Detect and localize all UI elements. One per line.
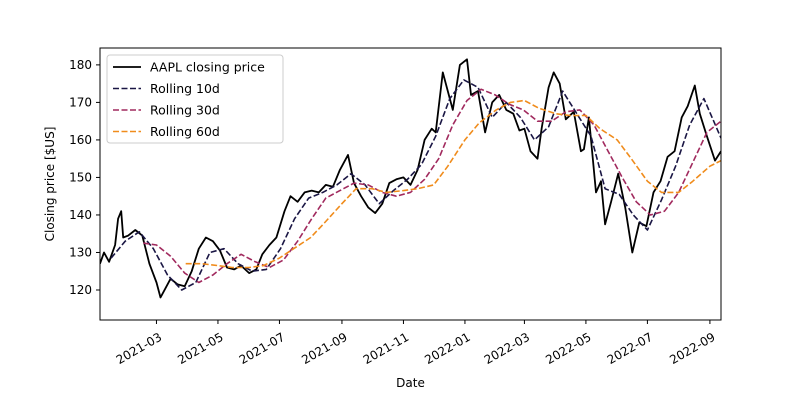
y-axis: 120 130 140 150 160 170 180 bbox=[69, 58, 100, 297]
y-axis-label: Closing price [$US] bbox=[43, 127, 57, 242]
series-line-0 bbox=[100, 58, 721, 299]
x-axis: 2021-03 2021-05 2021-07 2021-09 2021-11 2022-… bbox=[114, 320, 718, 367]
x-tick-label: 2021-05 bbox=[175, 330, 225, 367]
y-tick-label: 120 bbox=[69, 283, 92, 297]
legend-label: Rolling 60d bbox=[150, 124, 220, 139]
legend-label: Rolling 30d bbox=[150, 103, 220, 118]
x-tick-label: 2021-09 bbox=[299, 330, 349, 367]
legend-label: Rolling 10d bbox=[150, 81, 220, 96]
x-tick-label: 2022-05 bbox=[543, 330, 593, 367]
x-tick-label: 2022-09 bbox=[667, 330, 717, 367]
plot-area-frame bbox=[99, 47, 722, 321]
x-tick-label: 2021-11 bbox=[361, 330, 411, 367]
y-tick-label: 180 bbox=[69, 58, 92, 72]
x-tick-label: 2022-03 bbox=[482, 330, 532, 367]
y-tick-label: 130 bbox=[69, 245, 92, 259]
x-tick-label: 2022-07 bbox=[605, 330, 655, 367]
x-tick-label: 2021-07 bbox=[237, 330, 287, 367]
x-tick-label: 2021-03 bbox=[114, 330, 164, 367]
y-tick-label: 170 bbox=[69, 95, 92, 109]
legend-label: AAPL closing price bbox=[150, 60, 265, 75]
x-axis-label: Date bbox=[396, 376, 425, 390]
x-tick-label: 2022-01 bbox=[422, 330, 472, 367]
legend: AAPL closing price Rolling 10d Rolling 30d… bbox=[106, 54, 284, 144]
y-tick-label: 140 bbox=[69, 208, 92, 222]
plot-series-group bbox=[100, 58, 721, 299]
y-tick-label: 150 bbox=[69, 170, 92, 184]
series-line-2 bbox=[143, 88, 721, 284]
series-line-3 bbox=[185, 99, 721, 269]
legend-box bbox=[106, 54, 284, 144]
y-tick-label: 160 bbox=[69, 133, 92, 147]
series-line-1 bbox=[110, 79, 721, 291]
